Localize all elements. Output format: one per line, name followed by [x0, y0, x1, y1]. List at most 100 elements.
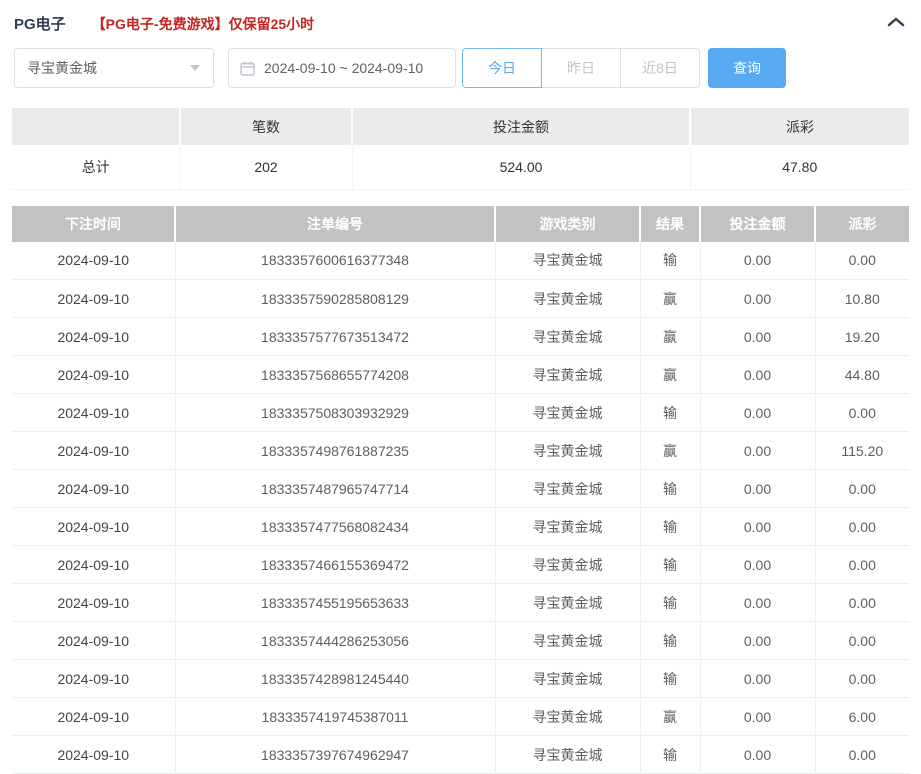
quick-range-group: 今日 昨日 近8日	[462, 48, 700, 88]
summary-header-empty	[12, 108, 181, 145]
date-range-input[interactable]: 2024-09-10 ~ 2024-09-10	[228, 48, 456, 88]
cell-result: 赢	[640, 279, 701, 318]
cell-bet-amount: 0.00	[700, 355, 816, 394]
summary-total-row: 总计 202 524.00 47.80	[12, 145, 909, 190]
table-row: 2024-09-10 1833357508303932929 寻宝黄金城 输 0…	[12, 393, 909, 432]
bet-header-time: 下注时间	[12, 205, 176, 242]
cell-bet-time: 2024-09-10	[12, 317, 176, 356]
cell-order-id: 1833357428981245440	[175, 659, 496, 698]
yesterday-button[interactable]: 昨日	[541, 48, 621, 88]
summary-header-count: 笔数	[180, 108, 353, 145]
cell-result: 输	[640, 241, 701, 280]
cell-bet-amount: 0.00	[700, 507, 816, 546]
cell-bet-time: 2024-09-10	[12, 507, 176, 546]
cell-result: 输	[640, 621, 701, 660]
cell-bet-time: 2024-09-10	[12, 279, 176, 318]
cell-payout: 0.00	[815, 735, 909, 774]
bet-header-order-id: 注单编号	[175, 205, 496, 242]
cell-game-type: 寻宝黄金城	[495, 507, 641, 546]
cell-bet-amount: 0.00	[700, 241, 816, 280]
cell-order-id: 1833357444286253056	[175, 621, 496, 660]
table-row: 2024-09-10 1833357444286253056 寻宝黄金城 输 0…	[12, 621, 909, 660]
cell-result: 输	[640, 507, 701, 546]
cell-order-id: 1833357498761887235	[175, 431, 496, 470]
cell-game-type: 寻宝黄金城	[495, 735, 641, 774]
cell-order-id: 1833357487965747714	[175, 469, 496, 508]
cell-bet-time: 2024-09-10	[12, 393, 176, 432]
last8days-button[interactable]: 近8日	[620, 48, 700, 88]
cell-bet-amount: 0.00	[700, 469, 816, 508]
cell-bet-amount: 0.00	[700, 583, 816, 622]
table-row: 2024-09-10 1833357419745387011 寻宝黄金城 赢 0…	[12, 697, 909, 736]
table-row: 2024-09-10 1833357455195653633 寻宝黄金城 输 0…	[12, 583, 909, 622]
summary-table: 笔数 投注金额 派彩 总计 202 524.00 47.80	[12, 108, 909, 190]
summary-header-bet-amount: 投注金额	[352, 108, 691, 145]
collapse-button[interactable]	[887, 15, 905, 33]
cell-result: 赢	[640, 431, 701, 470]
cell-game-type: 寻宝黄金城	[495, 241, 641, 280]
bet-header-row: 下注时间 注单编号 游戏类别 结果 投注金额 派彩	[12, 205, 909, 242]
cell-payout: 0.00	[815, 241, 909, 280]
chevron-up-icon	[887, 15, 905, 33]
cell-game-type: 寻宝黄金城	[495, 279, 641, 318]
cell-bet-time: 2024-09-10	[12, 697, 176, 736]
table-row: 2024-09-10 1833357590285808129 寻宝黄金城 赢 0…	[12, 279, 909, 318]
cell-bet-time: 2024-09-10	[12, 241, 176, 280]
cell-bet-time: 2024-09-10	[12, 621, 176, 660]
calendar-icon	[240, 61, 255, 76]
panel-header: PG电子 【PG电子-免费游戏】仅保留25小时	[0, 0, 921, 43]
summary-total-bet-amount: 524.00	[352, 145, 691, 190]
table-row: 2024-09-10 1833357466155369472 寻宝黄金城 输 0…	[12, 545, 909, 584]
cell-bet-time: 2024-09-10	[12, 431, 176, 470]
bet-header-payout: 派彩	[815, 205, 909, 242]
game-select[interactable]: 寻宝黄金城	[14, 48, 214, 88]
cell-game-type: 寻宝黄金城	[495, 659, 641, 698]
cell-game-type: 寻宝黄金城	[495, 317, 641, 356]
cell-result: 输	[640, 659, 701, 698]
cell-bet-time: 2024-09-10	[12, 659, 176, 698]
bet-table-body: 2024-09-10 1833357600616377348 寻宝黄金城 输 0…	[12, 241, 909, 774]
cell-order-id: 1833357455195653633	[175, 583, 496, 622]
cell-bet-time: 2024-09-10	[12, 735, 176, 774]
search-button[interactable]: 查询	[708, 48, 786, 88]
cell-order-id: 1833357590285808129	[175, 279, 496, 318]
cell-payout: 44.80	[815, 355, 909, 394]
cell-order-id: 1833357568655774208	[175, 355, 496, 394]
cell-order-id: 1833357419745387011	[175, 697, 496, 736]
summary-total-payout: 47.80	[690, 145, 909, 190]
cell-payout: 115.20	[815, 431, 909, 470]
cell-game-type: 寻宝黄金城	[495, 697, 641, 736]
cell-order-id: 1833357477568082434	[175, 507, 496, 546]
cell-bet-time: 2024-09-10	[12, 469, 176, 508]
date-range-value: 2024-09-10 ~ 2024-09-10	[264, 60, 424, 76]
summary-header-row: 笔数 投注金额 派彩	[12, 108, 909, 145]
summary-total-label: 总计	[12, 145, 181, 190]
cell-game-type: 寻宝黄金城	[495, 431, 641, 470]
cell-bet-amount: 0.00	[700, 393, 816, 432]
cell-game-type: 寻宝黄金城	[495, 393, 641, 432]
cell-bet-amount: 0.00	[700, 317, 816, 356]
cell-order-id: 1833357508303932929	[175, 393, 496, 432]
cell-order-id: 1833357600616377348	[175, 241, 496, 280]
bet-header-result: 结果	[640, 205, 701, 242]
cell-bet-amount: 0.00	[700, 545, 816, 584]
cell-result: 赢	[640, 697, 701, 736]
cell-result: 输	[640, 469, 701, 508]
today-button[interactable]: 今日	[462, 48, 542, 88]
game-select-value: 寻宝黄金城	[27, 60, 97, 76]
cell-payout: 0.00	[815, 659, 909, 698]
cell-bet-time: 2024-09-10	[12, 355, 176, 394]
cell-order-id: 1833357577673513472	[175, 317, 496, 356]
cell-bet-amount: 0.00	[700, 621, 816, 660]
cell-payout: 19.20	[815, 317, 909, 356]
cell-payout: 0.00	[815, 583, 909, 622]
table-row: 2024-09-10 1833357428981245440 寻宝黄金城 输 0…	[12, 659, 909, 698]
cell-bet-amount: 0.00	[700, 659, 816, 698]
cell-game-type: 寻宝黄金城	[495, 545, 641, 584]
cell-bet-time: 2024-09-10	[12, 545, 176, 584]
cell-result: 输	[640, 583, 701, 622]
table-row: 2024-09-10 1833357397674962947 寻宝黄金城 输 0…	[12, 735, 909, 774]
cell-game-type: 寻宝黄金城	[495, 583, 641, 622]
cell-result: 赢	[640, 317, 701, 356]
cell-bet-amount: 0.00	[700, 697, 816, 736]
